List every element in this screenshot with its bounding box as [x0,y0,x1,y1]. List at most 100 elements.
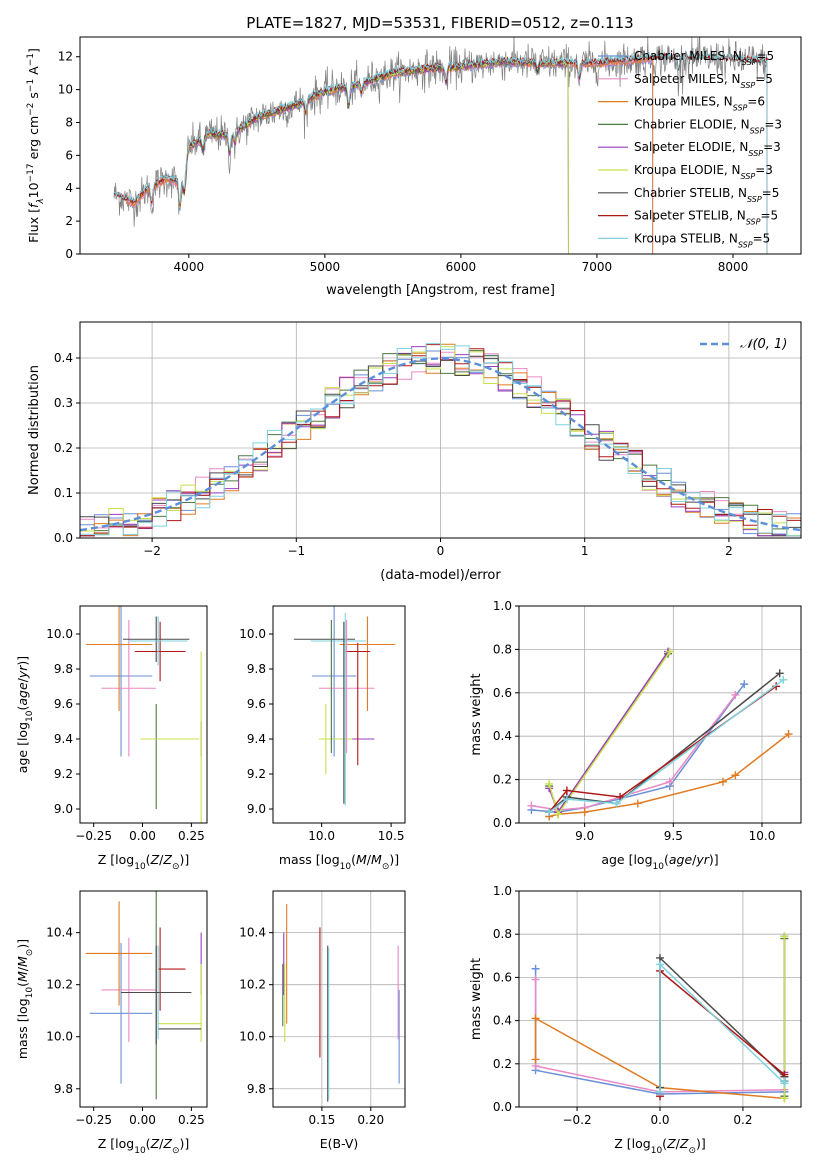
data-point-marker [633,799,642,808]
y-tick-label: 0.2 [493,773,512,787]
y-tick-label: 0.2 [54,441,73,455]
y-tick-label: 9.4 [247,732,266,746]
panel-spectrum: 4000 5000 6000 7000 8000 0 2 4 6 8 10 12 wavelength … [26,36,802,298]
x-axis-label: Z [log10(Z/Z⊙)] [98,852,190,872]
y-tick-label: 0.4 [493,729,512,743]
data-point-marker [562,795,571,804]
data-point-marker [780,1094,789,1103]
data-point-marker [731,771,740,780]
data-point-marker [731,690,740,699]
y-tick-label: 0.8 [493,642,512,656]
x-tick-label: 6000 [446,260,477,274]
y-tick-label: 1.0 [493,884,512,898]
legend-entry: Chabrier STELIB, NSSP=5 [634,186,779,204]
model-spectrum-line [125,58,654,254]
y-tick-label: 9.2 [247,767,266,781]
series-line [548,679,784,813]
plot-area-spectrum [113,37,768,254]
panel-residual_histogram: −2 −1 0 1 2 0.0 0.1 0.2 0.3 0.4 (data-model)/error… [27,321,802,583]
legend-entry: Kroupa MILES, NSSP=6 [634,95,765,113]
y-tick-label: 0.0 [493,1100,512,1114]
y-tick-label: 9.8 [247,1082,266,1096]
data-point-marker [616,792,625,801]
series-line [659,962,786,1092]
y-tick-label: 9.4 [54,732,73,746]
y-tick-label: 4 [65,181,73,195]
x-tick-label: 9.5 [664,829,683,843]
legend-entry: Salpeter MILES, NSSP=5 [634,72,773,90]
y-axis-label: age [log10(age/yr)] [15,656,35,773]
x-axis-label: Z [log10(Z/Z⊙)] [98,1136,190,1156]
histogram-series [80,353,801,538]
model-spectrum-line [125,57,654,254]
data-point-marker [780,932,789,941]
series-line [659,969,786,1097]
data-point-marker [562,786,571,795]
y-tick-label: 9.6 [247,697,266,711]
legend-entry: Salpeter STELIB, NSSP=5 [634,209,778,227]
x-tick-label: 0.20 [357,1113,384,1127]
y-tick-label: 10.4 [239,926,266,940]
legend-entry: Chabrier MILES, NSSP=5 [634,49,774,67]
panel-mass_vs_EBV: 0.15 0.20 9.8 10.0 10.2 10.4 E(B-V) [239,890,406,1151]
axes-frame [272,605,406,824]
y-tick-label: 1.0 [493,599,512,613]
plot-area-massweight_vs_age [519,606,801,823]
y-tick-label: 10.4 [46,926,73,940]
legend-entry: Kroupa STELIB, NSSP=5 [634,231,770,249]
panel-age_vs_Z: −0.25 0.00 0.25 9.0 9.2 9.4 9.6 9.8 10.0 Z [log10… [15,605,208,872]
data-point-marker [779,675,788,684]
x-tick-label: 4000 [174,260,205,274]
legend-entry: Salpeter ELODIE, NSSP=3 [634,140,781,158]
legend-entry: 𝒩(0, 1) [740,337,787,352]
x-tick-label: −0.2 [562,1113,591,1127]
x-tick-label: 0.0 [650,1113,669,1127]
legend-entry: Chabrier ELODIE, NSSP=3 [634,117,782,135]
x-tick-label: −0.25 [75,1113,112,1127]
data-point-marker [665,777,674,786]
data-point-marker [665,647,674,656]
data-point-marker [780,1077,789,1086]
y-tick-label: 0.6 [493,970,512,984]
histogram-series [80,343,801,538]
panel-massweight_vs_age: 9.0 9.5 10.0 0.0 0.2 0.4 0.6 0.8 1.0 age [log10(a… [469,599,802,872]
data-point-marker [531,1014,540,1023]
y-tick-label: 0.8 [493,927,512,941]
legend-entry: Kroupa ELODIE, NSSP=3 [634,163,773,181]
data-point-marker [656,960,664,969]
y-tick-label: 9.8 [54,1082,73,1096]
x-tick-label: 10.0 [749,829,776,843]
x-tick-label: −2 [143,544,161,558]
series-line [548,672,781,813]
y-axis-label: Flux [fλ10−17 erg cm−2 s−1 A−1] [26,48,46,243]
data-point-marker [612,799,621,808]
panel-age_vs_mass: 10.0 10.5 9.0 9.2 9.4 9.6 9.8 10.0 mass [log10(M… [239,605,406,872]
y-tick-label: 8 [65,115,73,129]
x-tick-label: 8000 [718,260,749,274]
model-spectrum-line [125,57,654,254]
y-tick-label: 0.4 [54,351,73,365]
y-axis-label: mass [log10(M/M⊙)] [15,939,35,1059]
y-tick-label: 9.6 [54,697,73,711]
x-tick-label: 10.0 [308,829,335,843]
data-point-marker [545,808,554,817]
y-tick-label: 9.2 [54,767,73,781]
x-tick-label: 10.5 [378,829,405,843]
y-tick-label: 10.2 [239,978,266,992]
y-tick-label: 2 [65,214,73,228]
y-tick-label: 9.8 [247,662,266,676]
x-tick-label: 2 [725,544,733,558]
axes-frame [518,605,802,824]
data-point-marker [740,680,749,689]
axes-frame [79,605,208,824]
series-line [548,685,777,813]
axes-frame [272,890,406,1108]
normal-curve-line [80,357,801,532]
y-axis-label: mass weight [469,958,484,1040]
data-point-marker [527,801,536,810]
y-tick-label: 0.6 [493,686,512,700]
plot-area-massweight_vs_Z [519,891,801,1107]
y-tick-label: 0 [65,247,73,261]
axes-frame [79,890,208,1108]
